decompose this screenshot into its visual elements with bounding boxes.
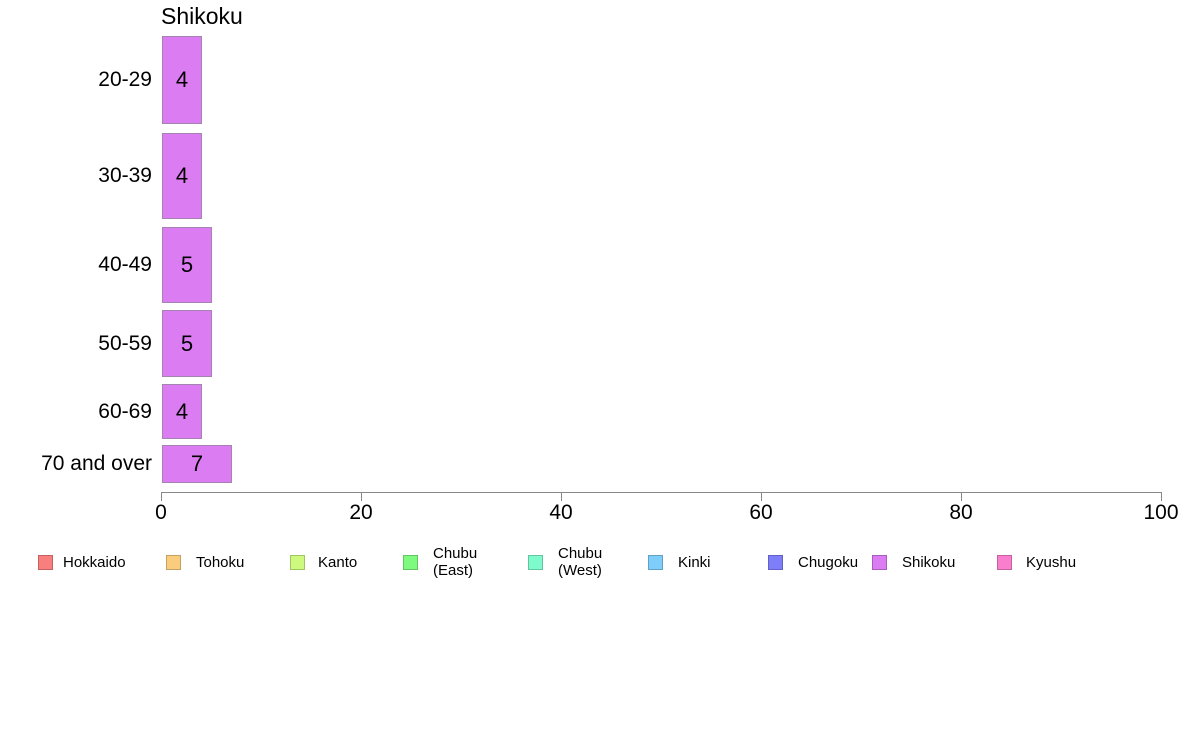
bar[interactable] (162, 227, 212, 303)
legend-swatch[interactable] (290, 555, 305, 570)
bar-value-label: 7 (190, 451, 204, 476)
legend-item-label[interactable]: Kanto (318, 554, 358, 571)
x-axis-tick-label: 80 (949, 501, 973, 524)
x-axis-tick (1161, 492, 1162, 501)
legend-swatch[interactable] (648, 555, 663, 570)
legend-item-label[interactable]: Hokkaido (63, 554, 126, 571)
legend-item-label[interactable]: Chubu (West) (558, 545, 603, 579)
y-axis-label: 60-69 (98, 399, 152, 423)
bar-value-label: 4 (175, 163, 189, 188)
y-axis-label: 20-29 (98, 68, 152, 91)
bar[interactable] (162, 445, 232, 483)
bar-value-label: 4 (175, 67, 189, 92)
bar[interactable] (162, 133, 202, 219)
x-axis-tick-label: 60 (749, 501, 773, 524)
x-axis-tick (961, 492, 962, 501)
x-axis-tick (561, 492, 562, 501)
bar[interactable] (162, 384, 202, 439)
x-axis-tick (361, 492, 362, 501)
y-axis-label: 50-59 (98, 331, 152, 355)
y-axis-label: 70 and over (41, 452, 152, 475)
legend-item-label[interactable]: Chubu (East) (433, 545, 478, 579)
bar-value-label: 5 (180, 252, 194, 277)
bar[interactable] (162, 36, 202, 124)
legend-swatch[interactable] (38, 555, 53, 570)
legend-item-label[interactable]: Kyushu (1026, 554, 1077, 571)
legend-swatch[interactable] (872, 555, 887, 570)
legend-swatch[interactable] (768, 555, 783, 570)
x-axis-tick (161, 492, 162, 501)
x-axis-tick (761, 492, 762, 501)
x-axis-tick-label: 20 (349, 501, 373, 524)
legend-item-label[interactable]: Shikoku (902, 554, 956, 571)
legend-swatch[interactable] (997, 555, 1012, 570)
bar-value-label: 5 (180, 330, 194, 356)
legend-swatch[interactable] (528, 555, 543, 570)
x-axis-tick-label: 40 (549, 501, 573, 524)
x-axis-tick-label: 0 (155, 501, 167, 524)
bar[interactable] (162, 310, 212, 377)
legend-item-label[interactable]: Kinki (678, 554, 711, 571)
legend-item-label[interactable]: Chugoku (798, 554, 859, 571)
y-axis-label: 30-39 (98, 164, 152, 187)
legend-swatch[interactable] (166, 555, 181, 570)
legend-item-label[interactable]: Tohoku (196, 554, 245, 571)
legend-swatch[interactable] (403, 555, 418, 570)
bar-value-label: 4 (175, 398, 189, 424)
x-axis-line (161, 492, 1161, 493)
x-axis-tick-label: 100 (1143, 501, 1179, 524)
y-axis-label: 40-49 (98, 253, 152, 276)
chart-title: Shikoku (161, 3, 243, 29)
